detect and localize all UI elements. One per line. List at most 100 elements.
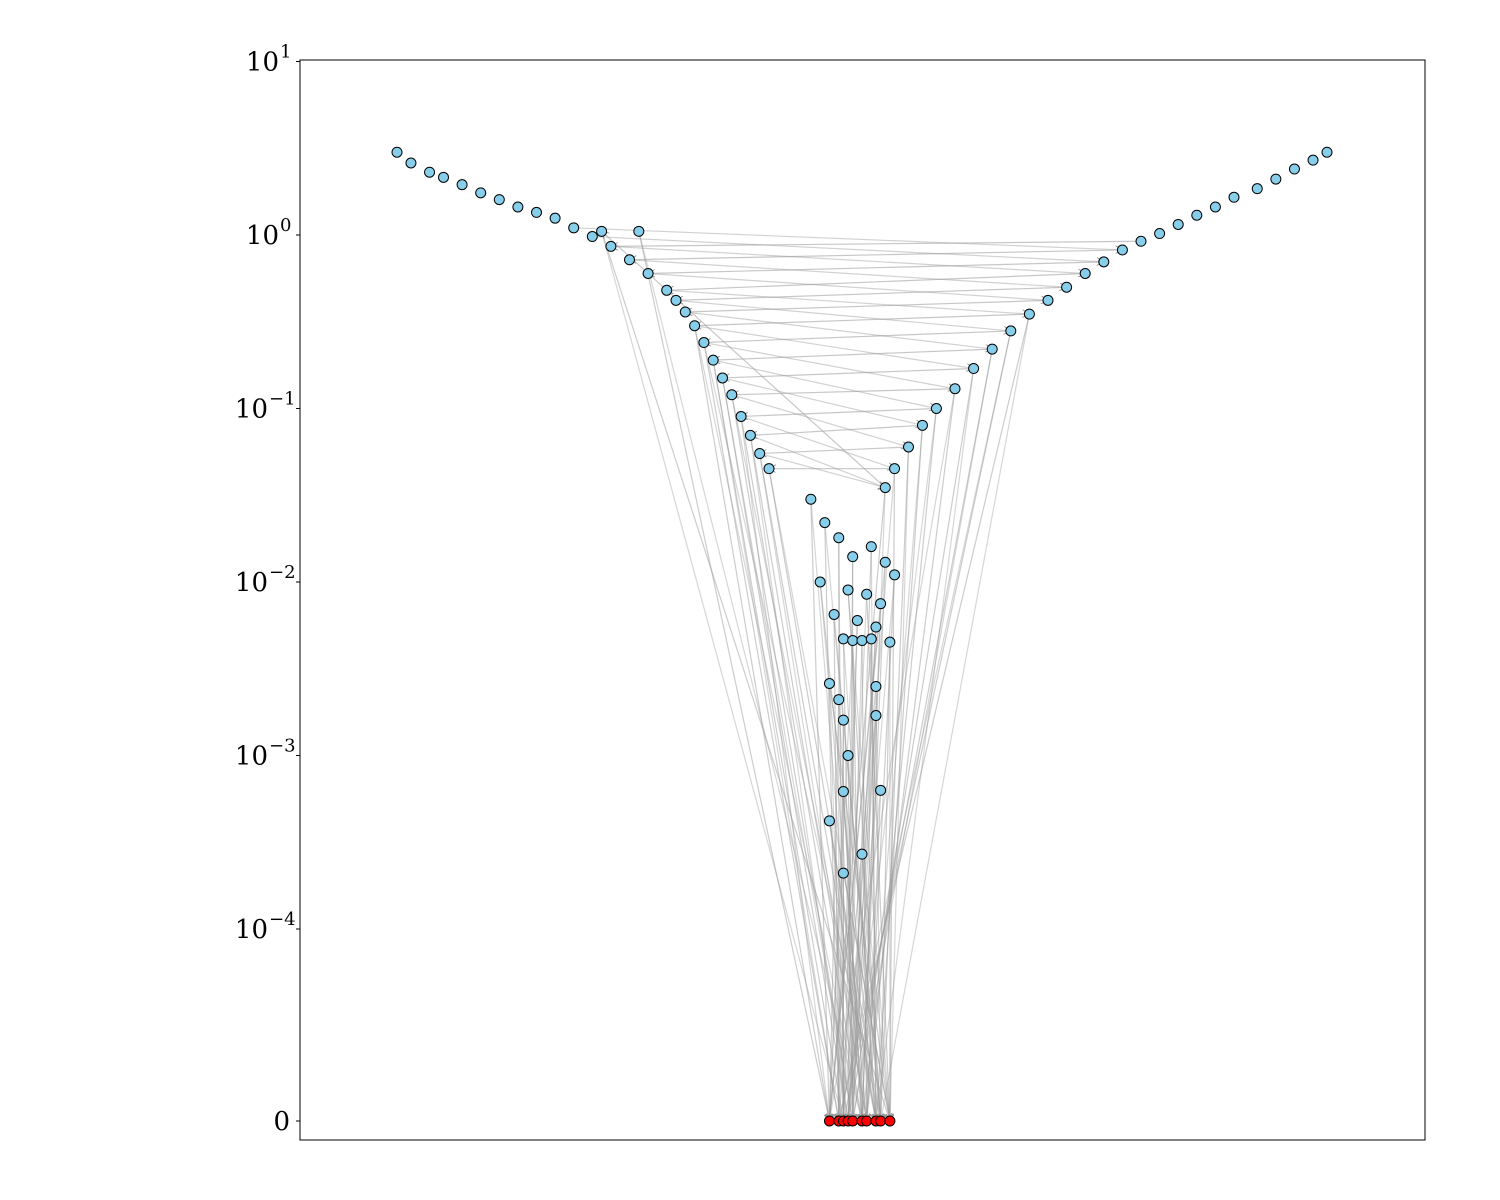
edge-arrow [741, 407, 937, 417]
data-point [889, 569, 901, 581]
edge-arrow [732, 388, 956, 395]
edge-arrow [862, 388, 956, 1121]
edge-arrow [638, 231, 862, 1121]
edge-arrow [853, 348, 993, 1121]
data-point [568, 222, 580, 234]
edge-arrow [847, 755, 876, 1122]
edge-arrow [703, 342, 881, 1121]
data-point [1079, 267, 1091, 279]
data-point [1191, 209, 1203, 221]
data-point [823, 678, 835, 690]
data-point [870, 621, 882, 633]
edge-arrow [838, 537, 844, 1121]
y-tick-exponent: 0 [280, 215, 291, 236]
edge-arrow [713, 348, 993, 360]
data-point [1307, 154, 1319, 166]
data-point [391, 146, 403, 158]
data-point [879, 482, 891, 494]
data-point [698, 337, 710, 349]
data-point [512, 201, 524, 213]
edge-arrow [876, 368, 975, 1121]
data-point [819, 517, 831, 529]
data-point [689, 320, 701, 332]
data-point [968, 363, 980, 375]
data-point [605, 240, 617, 252]
data-point [1135, 235, 1147, 247]
data-point [949, 383, 961, 395]
edge-arrow [829, 487, 886, 1121]
data-point [870, 710, 882, 722]
data-point [837, 714, 849, 726]
edge-arrow [740, 416, 862, 1121]
edge-arrow [703, 341, 955, 389]
data-point [549, 212, 561, 224]
edge-arrow [723, 367, 974, 378]
edge-arrow [750, 424, 923, 435]
data-point [837, 867, 849, 879]
edge-arrow [848, 715, 877, 1121]
data-point [986, 343, 998, 355]
data-point [1321, 146, 1333, 158]
edge-arrow [675, 299, 1011, 331]
data-point [1098, 256, 1110, 268]
edge-arrow [630, 249, 1123, 260]
data-point [1005, 325, 1017, 337]
terminal-point [823, 1115, 835, 1127]
edge-arrow [759, 453, 876, 1121]
data-point [624, 254, 635, 266]
data-point [1172, 218, 1184, 230]
edge-arrow [847, 589, 890, 1121]
edge-arrow [760, 446, 909, 454]
edge-arrow [703, 342, 839, 1121]
terminal-point [884, 1115, 896, 1127]
edge-arrow [875, 686, 881, 1121]
edge-arrow [853, 368, 975, 1121]
data-point [889, 463, 901, 475]
y-tick-label: 10 [246, 48, 279, 78]
data-point [842, 584, 854, 596]
edge-arrow [731, 394, 853, 1121]
edge-arrow [610, 245, 1085, 273]
edge-arrow [712, 360, 843, 1121]
edge-arrow [881, 642, 891, 1121]
edge-arrow [731, 394, 909, 447]
data-point [856, 635, 868, 647]
data-point [642, 267, 654, 279]
data-point [833, 694, 845, 706]
data-point [1042, 294, 1054, 306]
edge-arrow [721, 377, 853, 1121]
data-point [847, 635, 859, 647]
data-point [930, 403, 942, 414]
data-point [1270, 173, 1282, 185]
data-point [763, 463, 775, 475]
data-point [717, 372, 728, 384]
edge-arrow [853, 715, 877, 1121]
edge-arrow [740, 415, 894, 468]
data-point [670, 294, 682, 306]
edge-arrow [861, 854, 890, 1121]
y-tick-label: 10 [235, 742, 268, 772]
data-point [726, 389, 738, 401]
terminal-point [875, 1115, 887, 1127]
y-tick-label: 0 [273, 1107, 290, 1137]
data-point [879, 556, 891, 568]
nodes-layer [391, 146, 1333, 1127]
edge-arrow [810, 499, 830, 1121]
data-point [884, 636, 896, 648]
data-point [1116, 244, 1128, 256]
edge-arrow [712, 360, 839, 1121]
edge-arrow [839, 330, 1012, 1121]
y-tick-label: 10 [246, 221, 279, 251]
edge-arrow [848, 640, 863, 1121]
edge-arrow [839, 686, 877, 1121]
y-axis: 10 110 010 −110 −210 −310 −40 [235, 42, 300, 1137]
edge-arrow [848, 574, 896, 1121]
data-point [916, 419, 928, 431]
edge-arrow [768, 468, 881, 1121]
data-point [814, 576, 826, 588]
data-point [847, 551, 859, 563]
data-point [586, 231, 598, 243]
edge-arrow [759, 452, 886, 488]
data-point [531, 206, 542, 218]
data-point [596, 225, 608, 237]
